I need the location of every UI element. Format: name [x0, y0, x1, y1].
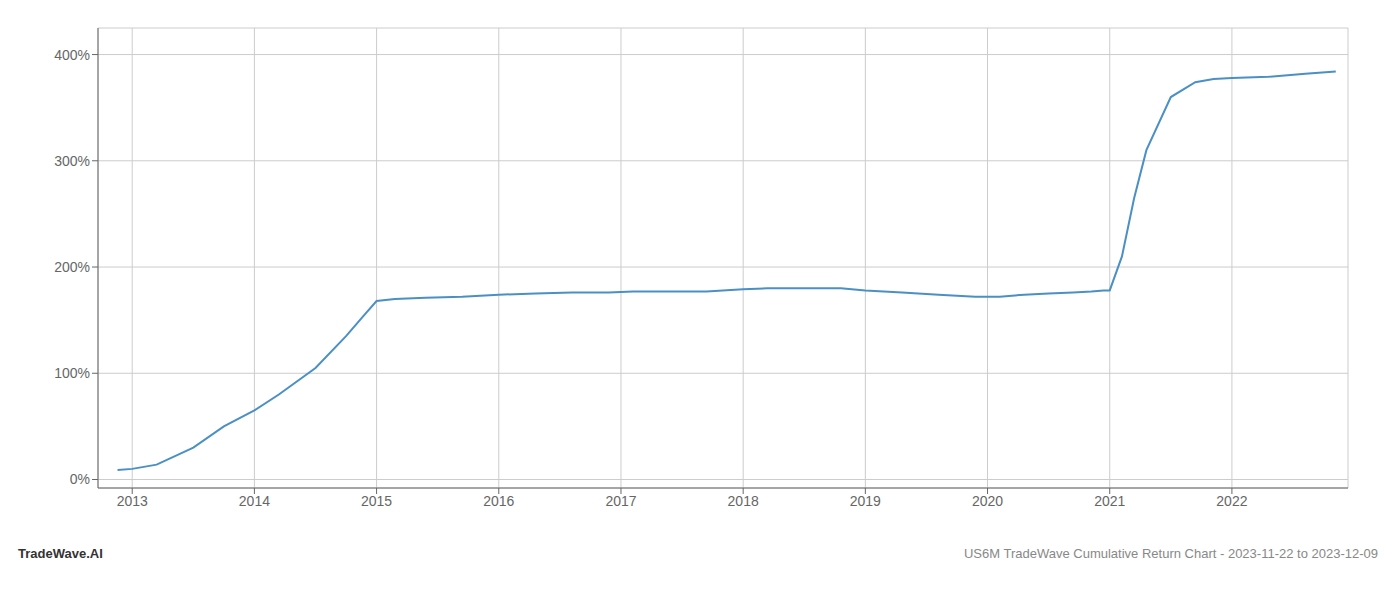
svg-text:2013: 2013	[117, 493, 148, 509]
svg-text:100%: 100%	[54, 365, 90, 381]
svg-text:2021: 2021	[1094, 493, 1125, 509]
svg-text:200%: 200%	[54, 259, 90, 275]
svg-text:2016: 2016	[483, 493, 514, 509]
svg-text:2019: 2019	[850, 493, 881, 509]
html-text:TradeWave.AI: TradeWave.AI	[18, 546, 103, 561]
svg-text:2020: 2020	[972, 493, 1003, 509]
svg-text:2015: 2015	[361, 493, 392, 509]
svg-text:400%: 400%	[54, 47, 90, 63]
html-text:US6M TradeWave Cumulative Retu: US6M TradeWave Cumulative Return Chart -…	[964, 546, 1378, 561]
svg-text:2014: 2014	[239, 493, 270, 509]
svg-text:2018: 2018	[728, 493, 759, 509]
svg-text:300%: 300%	[54, 153, 90, 169]
svg-text:2017: 2017	[605, 493, 636, 509]
svg-text:0%: 0%	[70, 471, 90, 487]
svg-text:2022: 2022	[1216, 493, 1247, 509]
